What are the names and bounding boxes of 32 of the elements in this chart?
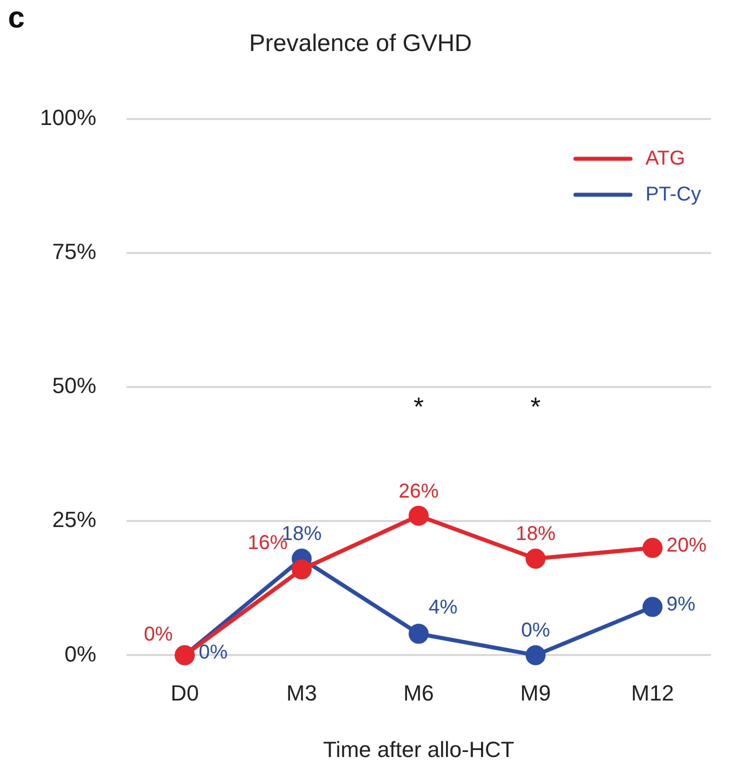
point bbox=[642, 538, 663, 558]
y-tick-label: 0% bbox=[64, 641, 96, 666]
legend-label: ATG bbox=[645, 147, 686, 170]
point bbox=[526, 548, 546, 569]
y-tick-label: 75% bbox=[52, 238, 96, 264]
x-axis-title: Time after allo-HCT bbox=[323, 736, 514, 762]
point bbox=[408, 506, 429, 526]
legend-label: PT-Cy bbox=[645, 183, 702, 206]
data-label: 0% bbox=[521, 620, 550, 642]
data-label: 0% bbox=[198, 642, 228, 664]
text: c bbox=[8, 1, 25, 34]
data-label: 9% bbox=[666, 593, 696, 616]
point bbox=[292, 559, 312, 580]
y-tick-label: 50% bbox=[52, 373, 96, 398]
x-tick-label: M3 bbox=[286, 680, 317, 706]
chart-title: Prevalence of GVHD bbox=[249, 30, 472, 58]
y-tick-label: 100% bbox=[40, 104, 96, 130]
point bbox=[642, 596, 663, 617]
data-label: 18% bbox=[516, 523, 556, 546]
annotation: * bbox=[414, 392, 424, 422]
data-label: 0% bbox=[144, 624, 173, 646]
x-tick-label: D0 bbox=[170, 680, 199, 706]
point bbox=[408, 624, 429, 644]
data-label: 20% bbox=[666, 534, 707, 556]
point bbox=[526, 645, 546, 666]
x-tick-label: M6 bbox=[403, 680, 434, 706]
data-label: 4% bbox=[428, 596, 458, 618]
annotation: * bbox=[530, 392, 541, 422]
x-tick-label: M9 bbox=[520, 680, 551, 706]
data-label: 26% bbox=[398, 480, 439, 502]
x-tick-label: M12 bbox=[631, 680, 674, 706]
y-tick-label: 25% bbox=[52, 507, 96, 532]
